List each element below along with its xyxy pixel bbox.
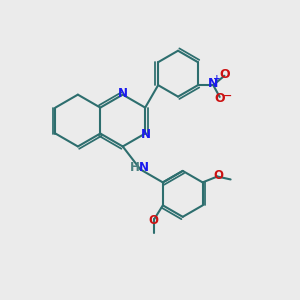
Text: O: O: [214, 92, 225, 105]
Text: N: N: [118, 87, 128, 100]
Text: O: O: [148, 214, 158, 227]
Text: N: N: [139, 160, 149, 174]
Text: O: O: [213, 169, 223, 182]
Text: N: N: [140, 128, 151, 142]
Text: −: −: [222, 91, 232, 100]
Text: H: H: [130, 160, 140, 174]
Text: N: N: [208, 77, 218, 90]
Text: +: +: [213, 74, 221, 83]
Text: O: O: [219, 68, 230, 81]
